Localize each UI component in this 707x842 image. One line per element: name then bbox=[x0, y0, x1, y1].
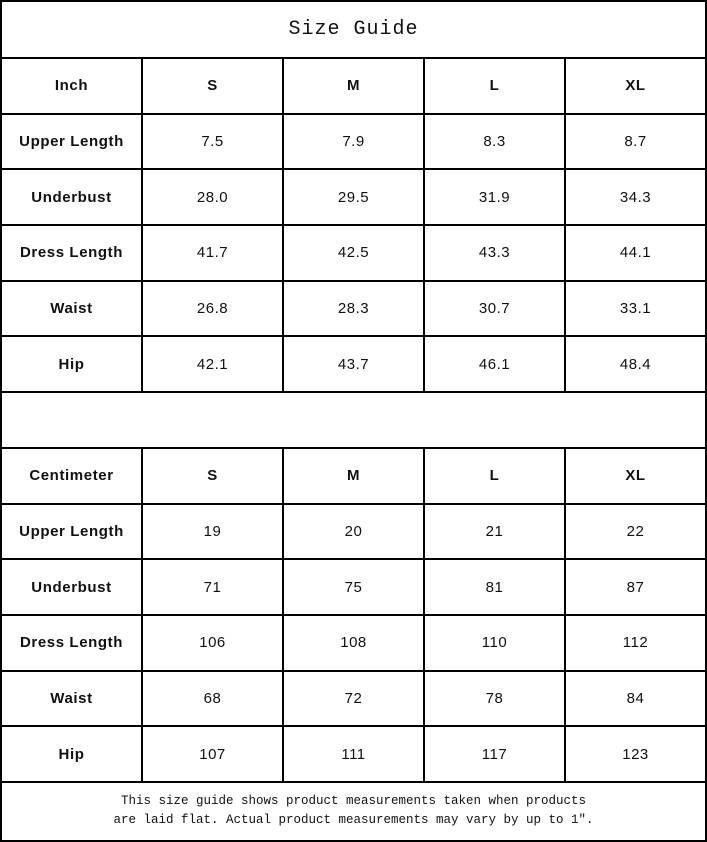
inch-underbust-m: 29.5 bbox=[284, 170, 423, 225]
cm-underbust-m: 75 bbox=[284, 560, 423, 614]
cm-header-m: M bbox=[284, 448, 423, 503]
cm-upper-length-l: 21 bbox=[425, 504, 564, 559]
spacer-row bbox=[2, 393, 705, 447]
inch-underbust-xl: 34.3 bbox=[566, 170, 705, 225]
page-title: Size Guide bbox=[2, 2, 705, 57]
inch-upper-length-s: 7.5 bbox=[143, 114, 282, 169]
cm-header-xl: XL bbox=[566, 448, 705, 503]
cm-header-unit: Centimeter bbox=[2, 448, 141, 503]
cm-hip-m: 111 bbox=[284, 727, 423, 781]
cm-hip-xl: 123 bbox=[566, 727, 705, 781]
cm-waist-xl: 84 bbox=[566, 671, 705, 726]
cm-waist-l: 78 bbox=[425, 671, 564, 726]
inch-dress-length-xl: 44.1 bbox=[566, 226, 705, 280]
cm-dress-length-l: 110 bbox=[425, 615, 564, 670]
cm-underbust-label: Underbust bbox=[2, 560, 141, 614]
inch-hip-label: Hip bbox=[2, 337, 141, 392]
inch-hip-xl: 48.4 bbox=[566, 337, 705, 392]
inch-dress-length-m: 42.5 bbox=[284, 226, 423, 280]
inch-dress-length-s: 41.7 bbox=[143, 226, 282, 280]
inch-header-m: M bbox=[284, 59, 423, 113]
inch-header-l: L bbox=[425, 59, 564, 113]
inch-waist-label: Waist bbox=[2, 281, 141, 336]
cm-waist-s: 68 bbox=[143, 671, 282, 726]
footer-note-line1: This size guide shows product measuremen… bbox=[120, 794, 587, 809]
inch-waist-l: 30.7 bbox=[425, 281, 564, 336]
cm-dress-length-xl: 112 bbox=[566, 615, 705, 670]
cm-dress-length-label: Dress Length bbox=[2, 615, 141, 670]
inch-upper-length-l: 8.3 bbox=[425, 114, 564, 169]
cm-dress-length-m: 108 bbox=[284, 615, 423, 670]
inch-waist-s: 26.8 bbox=[143, 281, 282, 336]
inch-hip-s: 42.1 bbox=[143, 337, 282, 392]
inch-header-s: S bbox=[143, 59, 282, 113]
cm-hip-l: 117 bbox=[425, 727, 564, 781]
inch-dress-length-label: Dress Length bbox=[2, 226, 141, 280]
cm-upper-length-label: Upper Length bbox=[2, 504, 141, 559]
inch-dress-length-l: 43.3 bbox=[425, 226, 564, 280]
footer-note: This size guide shows product measuremen… bbox=[2, 782, 705, 840]
inch-waist-xl: 33.1 bbox=[566, 281, 705, 336]
inch-underbust-label: Underbust bbox=[2, 170, 141, 225]
inch-waist-m: 28.3 bbox=[284, 281, 423, 336]
inch-upper-length-xl: 8.7 bbox=[566, 114, 705, 169]
cm-upper-length-m: 20 bbox=[284, 504, 423, 559]
inch-hip-m: 43.7 bbox=[284, 337, 423, 392]
inch-hip-l: 46.1 bbox=[425, 337, 564, 392]
cm-underbust-l: 81 bbox=[425, 560, 564, 614]
cm-dress-length-s: 106 bbox=[143, 615, 282, 670]
inch-upper-length-label: Upper Length bbox=[2, 114, 141, 169]
inch-underbust-s: 28.0 bbox=[143, 170, 282, 225]
cm-underbust-s: 71 bbox=[143, 560, 282, 614]
cm-hip-label: Hip bbox=[2, 727, 141, 781]
footer-note-line2: are laid flat. Actual product measuremen… bbox=[113, 813, 594, 828]
cm-header-s: S bbox=[143, 448, 282, 503]
cm-header-l: L bbox=[425, 448, 564, 503]
cm-underbust-xl: 87 bbox=[566, 560, 705, 614]
inch-header-xl: XL bbox=[566, 59, 705, 113]
inch-upper-length-m: 7.9 bbox=[284, 114, 423, 169]
cm-hip-s: 107 bbox=[143, 727, 282, 781]
inch-header-unit: Inch bbox=[2, 59, 141, 113]
cm-waist-label: Waist bbox=[2, 671, 141, 726]
cm-waist-m: 72 bbox=[284, 671, 423, 726]
inch-underbust-l: 31.9 bbox=[425, 170, 564, 225]
cm-upper-length-s: 19 bbox=[143, 504, 282, 559]
cm-upper-length-xl: 22 bbox=[566, 504, 705, 559]
